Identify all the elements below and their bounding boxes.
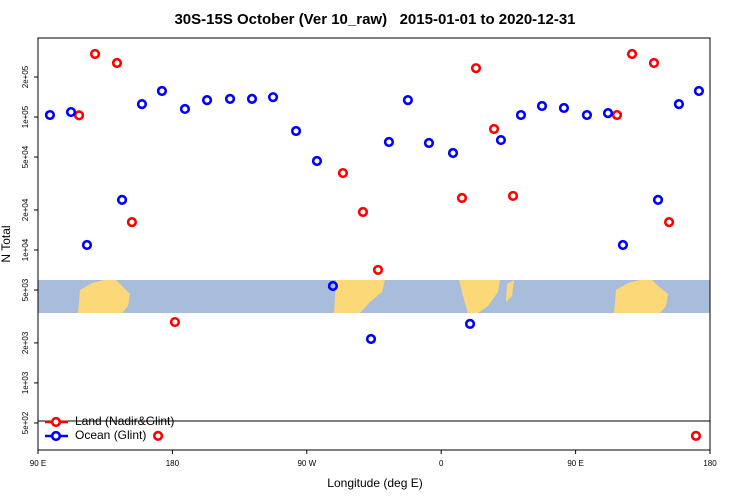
point [224,93,236,104]
chart-title: 30S-15S October (Ver 10_raw) 2015-01-01 … [174,11,575,28]
point [558,102,570,114]
point [311,155,323,167]
point [673,99,685,110]
point [111,57,123,69]
point [73,110,85,121]
point [357,206,369,218]
y-axis-label: N Total [0,225,13,262]
point [44,109,56,121]
point [536,100,548,112]
x-tick-label: 180 [166,459,180,468]
point [581,109,593,121]
y-tick-label: 2e+05 [21,65,30,88]
legend-marker [50,416,62,428]
point [495,134,507,146]
point [156,85,168,97]
y-tick-label: 5e+02 [21,411,30,434]
point [201,95,213,106]
point [65,106,77,118]
point [626,48,638,60]
point [365,333,377,345]
point [507,190,519,202]
y-tick-label: 5e+03 [21,278,30,301]
point [515,109,527,121]
x-tick-label: 0 [439,459,444,468]
x-tick-label: 180 [703,459,717,468]
y-tick-label: 1e+05 [21,105,30,128]
point [246,93,258,104]
point [663,217,675,228]
legend-label: Ocean (Glint) [75,428,146,442]
map-band [38,280,710,313]
y-tick-label: 1e+04 [21,238,30,261]
point [488,123,500,135]
y-tick-label: 1e+03 [21,371,30,394]
point [690,430,702,441]
point [81,239,93,251]
x-axis-label: Longitude (deg E) [327,476,422,490]
point [179,103,191,115]
point [116,194,128,206]
point [456,192,468,204]
point [648,57,660,69]
point [372,264,384,276]
point [152,430,164,441]
y-tick-label: 5e+04 [21,145,30,168]
point [693,85,705,97]
point [402,95,413,106]
point [464,318,476,329]
point [652,194,664,206]
x-tick-label: 90 E [30,459,46,468]
point [447,147,459,159]
point [169,316,181,328]
y-tick-label: 2e+03 [21,331,30,354]
y-tick-label: 2e+04 [21,198,30,221]
point [136,99,148,110]
legend-label: Land (Nadir&Glint) [75,414,174,428]
point [126,217,138,228]
point [602,108,614,119]
point [617,239,629,251]
point [383,136,395,148]
point [470,63,482,74]
plot-frame [37,37,711,451]
point [290,125,302,137]
point [423,137,435,149]
point [89,48,101,60]
point [337,167,349,179]
point [611,109,623,121]
point [267,92,279,103]
legend-marker [50,430,62,442]
point [327,280,339,292]
x-tick-label: 90 W [297,459,316,468]
x-tick-label: 90 E [567,459,583,468]
